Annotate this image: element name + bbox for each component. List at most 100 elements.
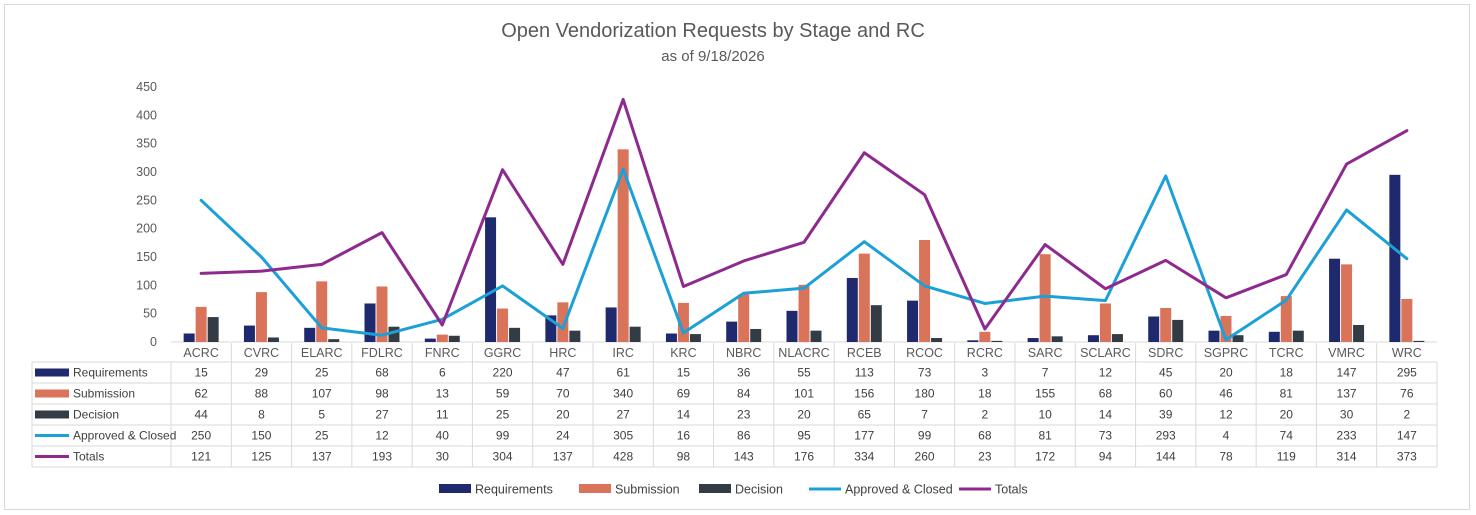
table-cell: 233 [1337, 429, 1357, 443]
table-cell: 84 [737, 387, 751, 401]
y-tick-label: 400 [136, 108, 157, 122]
bar-requirements [846, 277, 858, 342]
table-cell: 86 [737, 429, 751, 443]
table-cell: 68 [1099, 387, 1113, 401]
table-cell: 13 [436, 387, 450, 401]
bar-decision [448, 335, 460, 342]
category-label: VMRC [1328, 346, 1365, 360]
y-tick-label: 300 [136, 165, 157, 179]
table-cell: 24 [556, 429, 570, 443]
category-label: RCOC [906, 346, 943, 360]
table-cell: 119 [1277, 450, 1296, 464]
table-cell: 107 [312, 387, 332, 401]
table-cell: 7 [921, 408, 928, 422]
bar-requirements [907, 300, 919, 342]
table-cell: 340 [613, 387, 633, 401]
bar-requirements [545, 315, 557, 342]
category-label: IRC [612, 346, 634, 360]
table-cell: 55 [797, 366, 811, 380]
category-label: ACRC [183, 346, 218, 360]
legend-label: Requirements [475, 483, 553, 497]
table-cell: 4 [1223, 429, 1230, 443]
table-cell: 14 [677, 408, 691, 422]
table-cell: 27 [616, 408, 630, 422]
table-cell: 314 [1337, 450, 1357, 464]
table-cell: 23 [737, 408, 751, 422]
table-cell: 260 [915, 450, 935, 464]
table-cell: 70 [556, 387, 570, 401]
bar-requirements [424, 338, 436, 342]
table-cell: 95 [797, 429, 811, 443]
table-cell: 295 [1397, 366, 1417, 380]
table-cell: 113 [855, 366, 874, 380]
bar-decision [569, 330, 581, 342]
bar-decision [1413, 340, 1425, 342]
bar-submission [1160, 308, 1172, 342]
bar-requirements [1329, 258, 1341, 342]
bar-decision [388, 326, 400, 342]
category-label: SCLARC [1080, 346, 1131, 360]
bar-decision [509, 327, 521, 342]
bar-decision [991, 340, 1003, 342]
table-cell: 7 [1042, 366, 1049, 380]
bar-decision [689, 334, 701, 342]
table-cell: 98 [677, 450, 691, 464]
table-cell: 220 [493, 366, 513, 380]
bar-submission [1099, 303, 1111, 342]
bar-submission [1401, 298, 1413, 342]
bar-decision [1111, 334, 1123, 342]
table-cell: 5 [318, 408, 325, 422]
bar-decision [207, 317, 219, 342]
bar-decision [1353, 325, 1365, 342]
table-cell: 143 [734, 450, 754, 464]
bar-submission [195, 306, 207, 342]
bar-submission [919, 240, 931, 342]
row-label: Submission [73, 387, 135, 401]
table-cell: 193 [372, 450, 392, 464]
table-cell: 68 [978, 429, 992, 443]
bars [183, 149, 1425, 342]
y-tick-label: 350 [136, 137, 157, 151]
bar-requirements [243, 325, 255, 342]
table-cell: 27 [375, 408, 389, 422]
table-cell: 177 [854, 429, 874, 443]
table-cell: 144 [1156, 450, 1176, 464]
y-tick-label: 50 [143, 307, 157, 321]
table-cell: 125 [251, 450, 271, 464]
table-cell: 293 [1156, 429, 1176, 443]
table-cell: 59 [496, 387, 510, 401]
line-totals [199, 97, 1409, 331]
table-cell: 147 [1397, 429, 1417, 443]
bar-requirements [183, 333, 195, 342]
legend-label: Submission [615, 483, 680, 497]
table-cell: 304 [493, 450, 513, 464]
table-cell: 99 [918, 429, 932, 443]
chart-svg: Open Vendorization Requests by Stage and… [31, 20, 1438, 497]
legend: Requirements Submission Decision Approved &… [439, 483, 1028, 497]
table-cell: 101 [794, 387, 814, 401]
legend-label: Totals [995, 483, 1028, 497]
category-label: SARC [1028, 346, 1063, 360]
table-cell: 2 [982, 408, 989, 422]
bar-decision [1292, 330, 1304, 342]
table-cell: 25 [315, 429, 329, 443]
table-cell: 3 [982, 366, 989, 380]
bar-requirements [1268, 331, 1280, 342]
table-cell: 137 [553, 450, 573, 464]
lines [199, 97, 1409, 342]
table-cell: 36 [737, 366, 751, 380]
table-cell: 137 [312, 450, 332, 464]
category-label: SGPRC [1204, 346, 1248, 360]
bar-submission [376, 286, 388, 342]
table-cell: 30 [1340, 408, 1354, 422]
bar-submission [1220, 315, 1232, 342]
table-cell: 373 [1397, 450, 1417, 464]
table-cell: 40 [436, 429, 450, 443]
chart-subtitle: as of 9/18/2026 [661, 48, 764, 65]
table-cell: 155 [1035, 387, 1055, 401]
table-cell: 137 [1337, 387, 1357, 401]
table-cell: 250 [191, 429, 211, 443]
row-legend-key [35, 368, 69, 377]
table-cell: 30 [436, 450, 450, 464]
table-cell: 81 [1280, 387, 1294, 401]
